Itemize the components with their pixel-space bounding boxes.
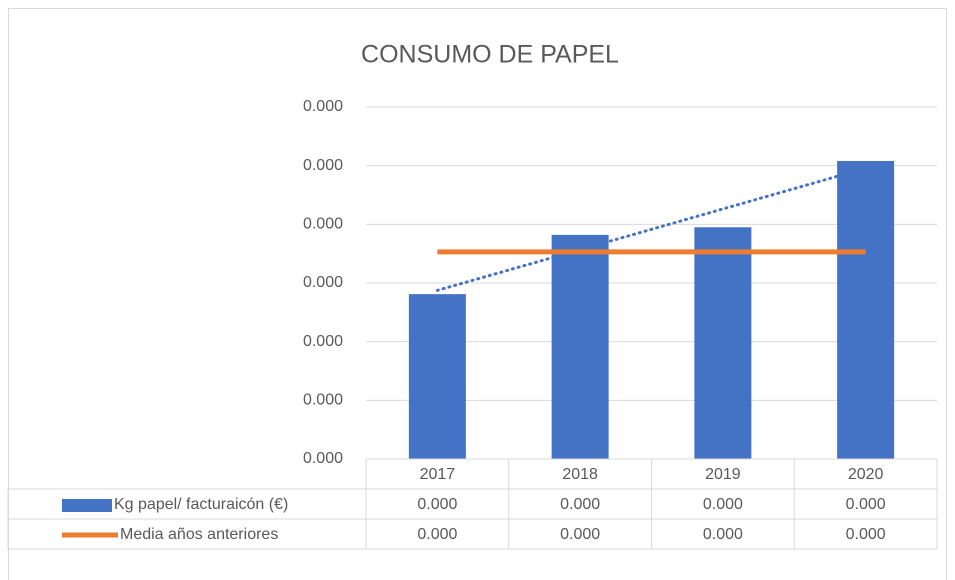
bar — [837, 160, 895, 459]
bar — [551, 234, 609, 459]
table-value: 0.000 — [703, 496, 743, 513]
x-tick-label: 2018 — [562, 466, 598, 483]
y-tick-label: 0.000 — [303, 333, 343, 350]
x-tick-label: 2020 — [848, 466, 884, 483]
x-tick-label: 2017 — [420, 466, 456, 483]
table-value: 0.000 — [703, 526, 743, 543]
table-value: 0.000 — [417, 496, 457, 513]
table-value: 0.000 — [560, 496, 600, 513]
x-tick-label: 2019 — [705, 466, 741, 483]
legend-label: Kg papel/ facturaicón (€) — [114, 496, 288, 513]
bar — [408, 294, 466, 459]
y-tick-label: 0.000 — [303, 450, 343, 467]
legend-key — [62, 499, 112, 512]
table-value: 0.000 — [417, 526, 457, 543]
y-tick-label: 0.000 — [303, 216, 343, 233]
legend-label: Media años anteriores — [120, 526, 278, 543]
y-tick-label: 0.000 — [303, 98, 343, 115]
chart-title: CONSUMO DE PAPEL — [361, 41, 619, 69]
y-tick-label: 0.000 — [303, 157, 343, 174]
table-value: 0.000 — [846, 526, 886, 543]
chart-border — [8, 8, 947, 580]
y-tick-label: 0.000 — [303, 392, 343, 409]
trendline — [435, 166, 868, 292]
table-value: 0.000 — [560, 526, 600, 543]
y-tick-label: 0.000 — [303, 274, 343, 291]
table-value: 0.000 — [846, 496, 886, 513]
bar — [694, 227, 752, 459]
